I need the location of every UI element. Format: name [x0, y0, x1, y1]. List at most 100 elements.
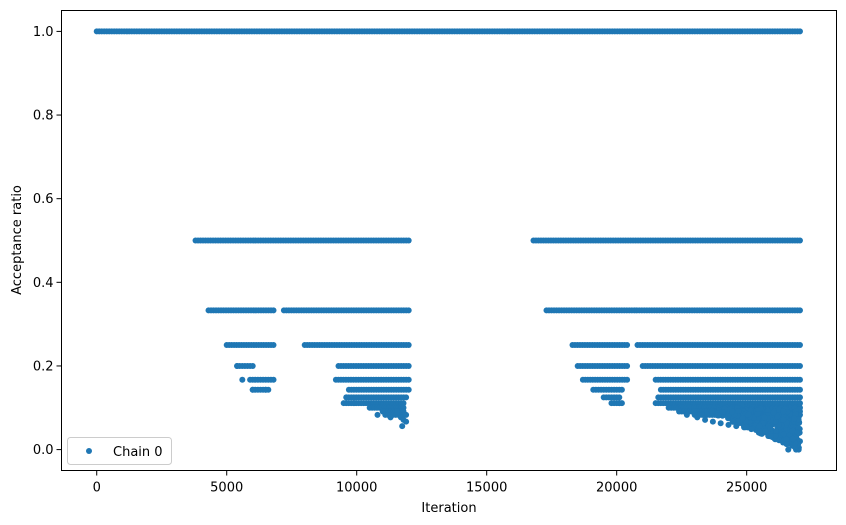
- data-point: [399, 423, 406, 430]
- data-point: [616, 400, 623, 407]
- x-tick-label: 0: [93, 481, 101, 496]
- x-tick-label: 5000: [210, 481, 243, 496]
- data-point: [789, 427, 796, 434]
- data-point: [676, 408, 683, 415]
- data-point: [796, 400, 803, 407]
- data-point: [796, 362, 803, 369]
- data-point: [761, 414, 768, 421]
- data-point: [770, 409, 777, 416]
- data-point: [729, 408, 736, 415]
- plot-frame: [61, 10, 837, 471]
- data-point: [624, 342, 631, 349]
- data-point: [796, 376, 803, 383]
- data-point: [624, 362, 631, 369]
- data-point: [374, 411, 381, 418]
- data-point: [270, 342, 277, 349]
- data-point: [767, 425, 774, 432]
- data-point: [780, 431, 787, 438]
- data-point: [351, 400, 358, 407]
- data-point: [796, 342, 803, 349]
- data-point: [405, 237, 412, 244]
- data-point: [590, 386, 597, 393]
- y-tick-label: 1.0: [33, 25, 54, 40]
- data-point: [791, 415, 798, 422]
- data-point: [262, 386, 269, 393]
- data-point: [400, 400, 407, 407]
- data-point: [796, 307, 803, 314]
- y-tick-label: 0.4: [33, 276, 54, 291]
- data-point: [403, 411, 410, 418]
- data-point: [249, 362, 256, 369]
- data-point: [790, 435, 797, 442]
- data-point: [694, 414, 701, 421]
- x-tick-label: 10000: [336, 481, 377, 496]
- data-point: [780, 408, 787, 415]
- data-point: [754, 410, 761, 417]
- data-point: [616, 394, 623, 401]
- data-point: [719, 409, 726, 415]
- data-point: [767, 433, 774, 440]
- data-point: [665, 404, 672, 411]
- x-axis-label: Iteration: [421, 501, 476, 516]
- data-point: [795, 429, 802, 436]
- data-point: [725, 412, 732, 419]
- y-tick-label: 0.6: [33, 192, 54, 207]
- y-axis-label: Acceptance ratio: [10, 185, 25, 295]
- data-point: [748, 426, 755, 433]
- data-point: [780, 416, 787, 423]
- legend-box: [67, 437, 172, 465]
- data-point: [796, 237, 803, 244]
- data-point: [735, 408, 742, 415]
- data-point: [774, 413, 781, 420]
- data-point: [743, 423, 750, 430]
- data-point: [683, 411, 690, 418]
- data-point: [405, 386, 412, 393]
- data-point: [796, 386, 803, 393]
- data-point: [624, 376, 631, 383]
- x-tick-label: 25000: [726, 481, 767, 496]
- data-point: [783, 436, 790, 443]
- data-point: [655, 394, 662, 401]
- data-point: [249, 386, 256, 393]
- data-point: [405, 376, 412, 383]
- data-point: [403, 394, 410, 401]
- legend: Chain 0: [67, 437, 172, 465]
- data-point: [714, 412, 721, 419]
- data-point: [725, 421, 732, 428]
- data-point: [405, 307, 412, 314]
- data-point: [394, 408, 400, 415]
- data-point: [795, 424, 802, 431]
- data-point: [762, 427, 769, 434]
- data-point: [785, 446, 792, 453]
- data-point: [652, 400, 659, 407]
- data-point: [709, 418, 716, 425]
- data-point: [765, 407, 772, 414]
- data-point: [795, 416, 802, 423]
- data-point: [772, 418, 779, 425]
- data-point: [234, 362, 241, 369]
- y-tick-label: 0.0: [33, 443, 54, 458]
- data-point: [702, 416, 709, 423]
- x-axis-ticks: 0 5000 10000 15000 20000 25000: [93, 470, 767, 496]
- x-tick-label: 20000: [596, 481, 637, 496]
- data-point: [270, 376, 277, 383]
- data-point: [708, 407, 715, 414]
- data-point: [783, 441, 790, 448]
- data-point: [729, 418, 736, 425]
- data-point: [796, 394, 803, 401]
- data-point: [403, 418, 410, 425]
- legend-marker: [86, 448, 92, 454]
- data-point: [756, 423, 763, 430]
- data-point: [745, 411, 752, 418]
- y-tick-label: 0.2: [33, 359, 54, 374]
- data-point: [270, 307, 277, 314]
- data-point: [739, 415, 746, 422]
- data-point: [405, 362, 412, 369]
- legend-label: Chain 0: [113, 445, 163, 460]
- data-point: [773, 428, 780, 435]
- data-point: [387, 414, 394, 421]
- y-axis-ticks: 0.0 0.2 0.4 0.6 0.8 1.0: [33, 25, 62, 458]
- data-point: [796, 28, 803, 35]
- data-point: [618, 386, 625, 393]
